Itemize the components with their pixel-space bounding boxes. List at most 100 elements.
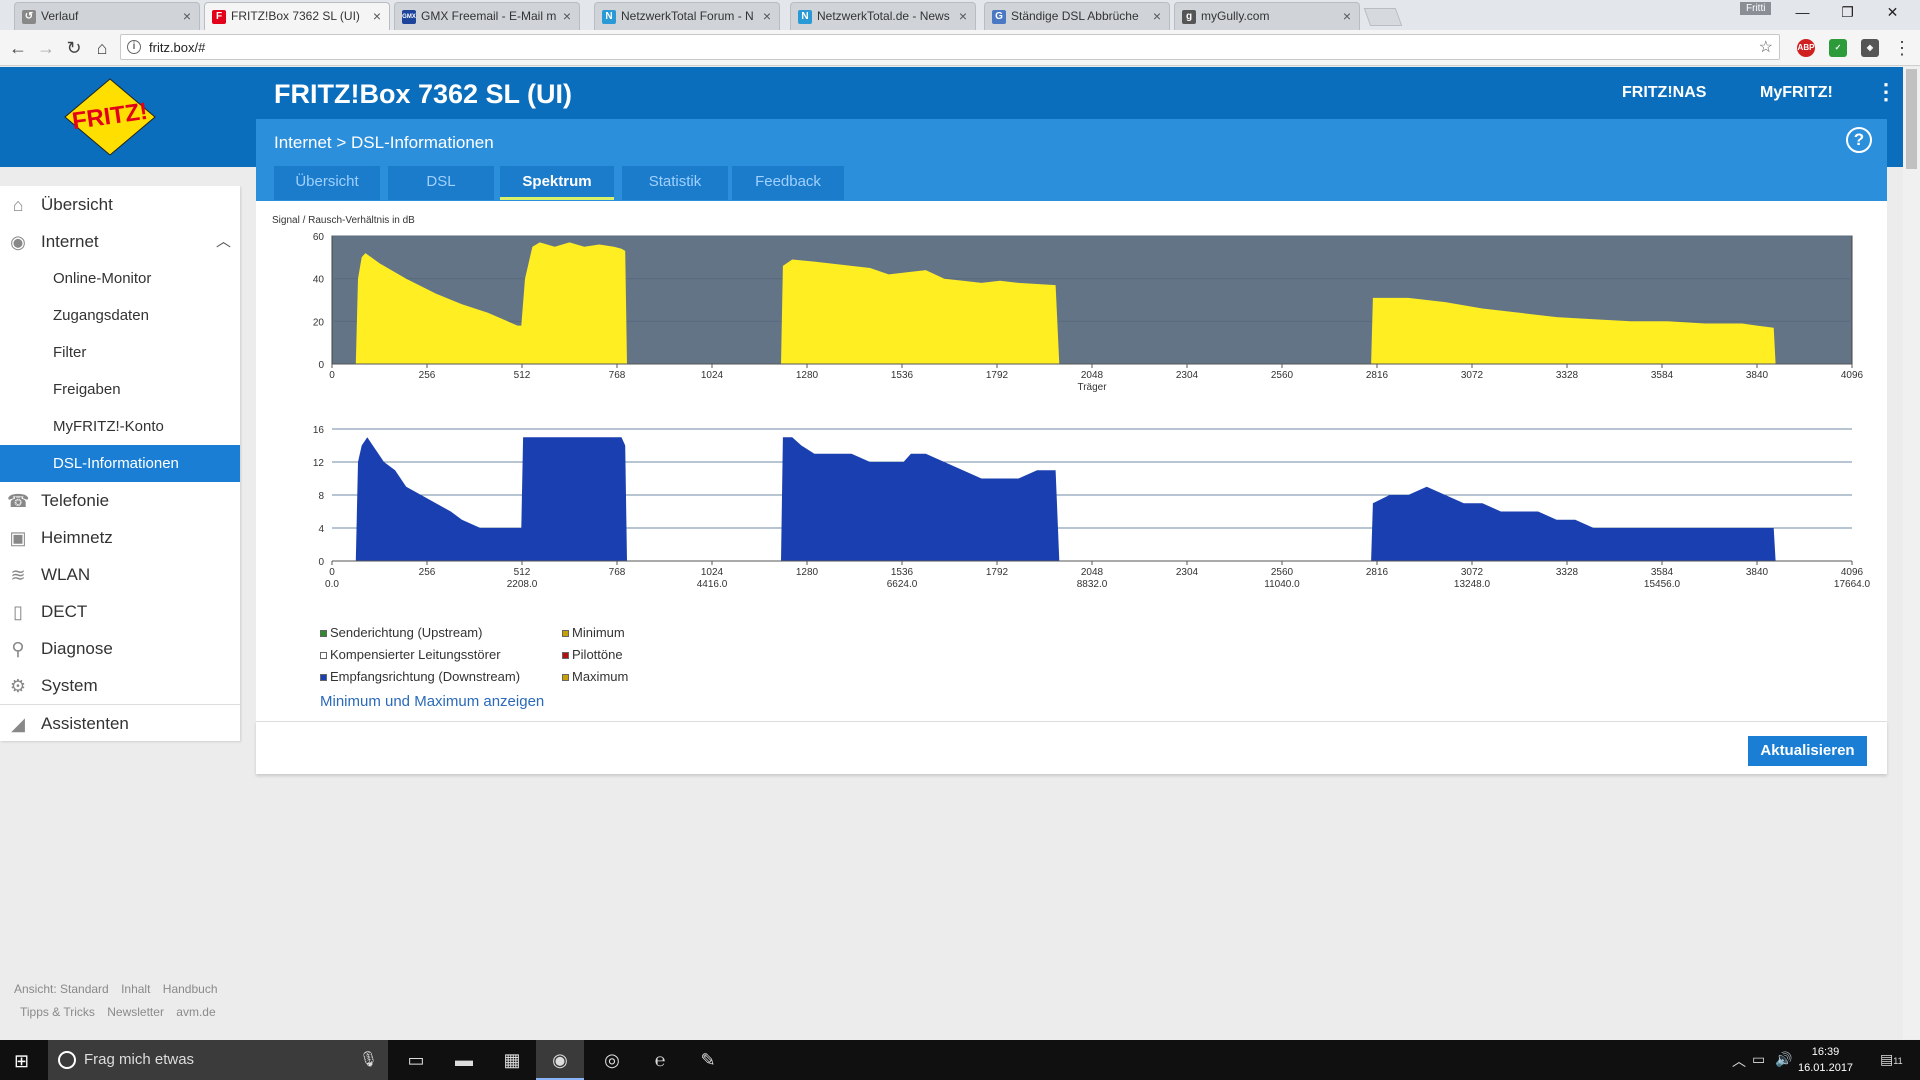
close-icon[interactable]: × <box>372 8 381 24</box>
address-bar[interactable]: i fritz.box/# ☆ <box>120 34 1780 60</box>
sidebar-subitem-active[interactable]: DSL-Informationen <box>0 445 240 482</box>
sidebar-item-label: WLAN <box>41 565 91 584</box>
sidebar-item-system[interactable]: ⚙ System <box>0 667 240 704</box>
sidebar-item-assistenten[interactable]: ◢ Assistenten <box>0 705 240 742</box>
sidebar-item-uebersicht[interactable]: ⌂ Übersicht <box>0 186 240 223</box>
chevron-up-icon[interactable]: ︿ <box>216 233 232 250</box>
close-window-icon[interactable]: ✕ <box>1886 4 1899 20</box>
sidebar-item-wlan[interactable]: ≋ WLAN <box>0 556 240 593</box>
y-tick-label: 0 <box>318 360 324 371</box>
breadcrumb: Internet > DSL-Informationen <box>274 133 494 152</box>
close-icon[interactable]: × <box>562 8 571 24</box>
sidebar-item-heimnetz[interactable]: ▣ Heimnetz <box>0 519 240 556</box>
bookmark-star-icon[interactable]: ☆ <box>1758 39 1773 56</box>
show-minmax-link[interactable]: Minimum und Maximum anzeigen <box>320 693 545 710</box>
home-icon[interactable]: ⌂ <box>96 38 108 58</box>
footer-link[interactable]: avm.de <box>176 1005 216 1019</box>
fritznas-link[interactable]: FRITZ!NAS <box>1622 84 1707 101</box>
store-icon[interactable]: ▦ <box>503 1050 521 1070</box>
network-tray-icon[interactable]: ▭ <box>1752 1051 1766 1067</box>
new-tab-button[interactable] <box>1363 8 1403 26</box>
info-icon[interactable]: i <box>127 40 141 54</box>
extension-icon[interactable]: ✓ <box>1829 39 1847 57</box>
extension-icon[interactable]: ◈ <box>1861 39 1879 57</box>
tab-uebersicht[interactable]: Übersicht <box>274 166 380 200</box>
tab-title: FRITZ!Box 7362 SL (UI) <box>231 9 360 23</box>
sidebar-subitem[interactable]: Zugangsdaten <box>0 297 240 334</box>
task-view-icon[interactable]: ▭ <box>407 1050 425 1070</box>
tab-statistik[interactable]: Statistik <box>622 166 728 200</box>
clock[interactable]: 16:39 16.01.2017 <box>1798 1044 1853 1076</box>
footer-link[interactable]: Inhalt <box>121 982 151 996</box>
close-icon[interactable]: × <box>958 8 967 24</box>
x-tick-label: 2816 <box>1366 370 1389 381</box>
close-icon[interactable]: × <box>1152 8 1161 24</box>
x-tick-label: 2304 <box>1176 567 1199 578</box>
scrollbar[interactable] <box>1903 67 1920 1039</box>
footer-link[interactable]: Newsletter <box>107 1005 164 1019</box>
x-tick-label: 3072 <box>1461 567 1484 578</box>
windows-start-icon[interactable]: ⊞ <box>14 1051 30 1071</box>
restore-icon[interactable]: ❐ <box>1841 4 1854 20</box>
legend-label: Empfangsrichtung (Downstream) <box>330 669 521 684</box>
myfritz-link[interactable]: MyFRITZ! <box>1760 84 1833 101</box>
browser-tab[interactable]: GMX GMX Freemail - E-Mail m × <box>394 2 580 30</box>
sidebar-item-telefonie[interactable]: ☎ Telefonie <box>0 482 240 519</box>
x-tick-label: 1536 <box>891 370 914 381</box>
sidebar-subitem[interactable]: Filter <box>0 334 240 371</box>
browser-tab[interactable]: N NetzwerkTotal Forum - N × <box>594 2 780 30</box>
browser-tab[interactable]: ↺ Verlauf × <box>14 2 200 30</box>
x-tick-label-khz: 11040.0 <box>1264 579 1300 590</box>
x-tick-label: 3840 <box>1746 370 1769 381</box>
y-tick-label: 40 <box>313 275 325 286</box>
browser-tab[interactable]: F FRITZ!Box 7362 SL (UI) × <box>204 2 390 30</box>
legend-item: Empfangsrichtung (Downstream) <box>320 669 520 684</box>
url-text[interactable]: fritz.box/# <box>149 40 206 55</box>
tab-feedback[interactable]: Feedback <box>732 166 844 200</box>
sidebar-subitem[interactable]: MyFRITZ!-Konto <box>0 408 240 445</box>
sidebar-item-diagnose[interactable]: ⚲ Diagnose <box>0 630 240 667</box>
sidebar-item-dect[interactable]: ▯ DECT <box>0 593 240 630</box>
forward-icon[interactable]: → <box>37 38 55 58</box>
footer-link[interactable]: Tipps & Tricks <box>20 1005 95 1019</box>
globe-icon: ◉ <box>10 232 26 252</box>
sidebar-subitem[interactable]: Online-Monitor <box>0 260 240 297</box>
x-tick-label-khz: 15456.0 <box>1644 579 1681 590</box>
chrome-icon[interactable]: ◉ <box>536 1040 584 1080</box>
app-icon[interactable]: ✎ <box>700 1050 716 1070</box>
edge-icon[interactable]: ℮ <box>654 1050 666 1070</box>
notification-icon[interactable]: ▤11 <box>1880 1051 1903 1067</box>
explorer-icon[interactable]: ▬ <box>455 1050 473 1070</box>
reload-icon[interactable]: ↻ <box>66 38 82 58</box>
adblock-icon[interactable]: ABP <box>1797 39 1815 57</box>
menu-icon[interactable]: ⋮ <box>1893 38 1911 58</box>
tab-spektrum[interactable]: Spektrum <box>500 166 614 200</box>
close-icon[interactable]: × <box>762 8 771 24</box>
help-icon[interactable]: ? <box>1846 127 1872 153</box>
tray-chevron-icon[interactable]: ︿ <box>1732 1053 1746 1069</box>
volume-icon[interactable]: 🔊 <box>1775 1051 1793 1067</box>
tab-dsl[interactable]: DSL <box>388 166 494 200</box>
back-icon[interactable]: ← <box>9 38 27 58</box>
sidebar-item-internet[interactable]: ◉ Internet ︿ <box>0 223 240 260</box>
more-menu-icon[interactable]: ⋮ <box>1875 79 1897 104</box>
close-icon[interactable]: × <box>182 8 191 24</box>
steam-icon[interactable]: ◎ <box>604 1050 620 1070</box>
x-tick-label: 768 <box>609 370 626 381</box>
footer-link[interactable]: Ansicht: Standard <box>14 982 109 996</box>
microphone-icon[interactable]: 🎙 <box>358 1051 378 1068</box>
profile-name[interactable]: Fritti <box>1740 2 1772 15</box>
scrollbar-thumb[interactable] <box>1906 69 1917 169</box>
sidebar-subitem[interactable]: Freigaben <box>0 371 240 408</box>
browser-tab[interactable]: g myGully.com × <box>1174 2 1360 30</box>
fritz-logo[interactable]: FRITZ! <box>55 77 165 157</box>
footer-link[interactable]: Handbuch <box>162 982 218 996</box>
minimize-icon[interactable]: — <box>1795 4 1810 20</box>
browser-tab[interactable]: G Ständige DSL Abbrüche × <box>984 2 1170 30</box>
browser-tab[interactable]: N NetzwerkTotal.de - News × <box>790 2 976 30</box>
y-tick-label: 12 <box>313 458 325 469</box>
tab-title: GMX Freemail - E-Mail m <box>421 9 557 23</box>
close-icon[interactable]: × <box>1342 8 1351 24</box>
refresh-button[interactable]: Aktualisieren <box>1748 736 1867 766</box>
taskbar-search[interactable]: Frag mich etwas 🎙 <box>48 1040 388 1080</box>
